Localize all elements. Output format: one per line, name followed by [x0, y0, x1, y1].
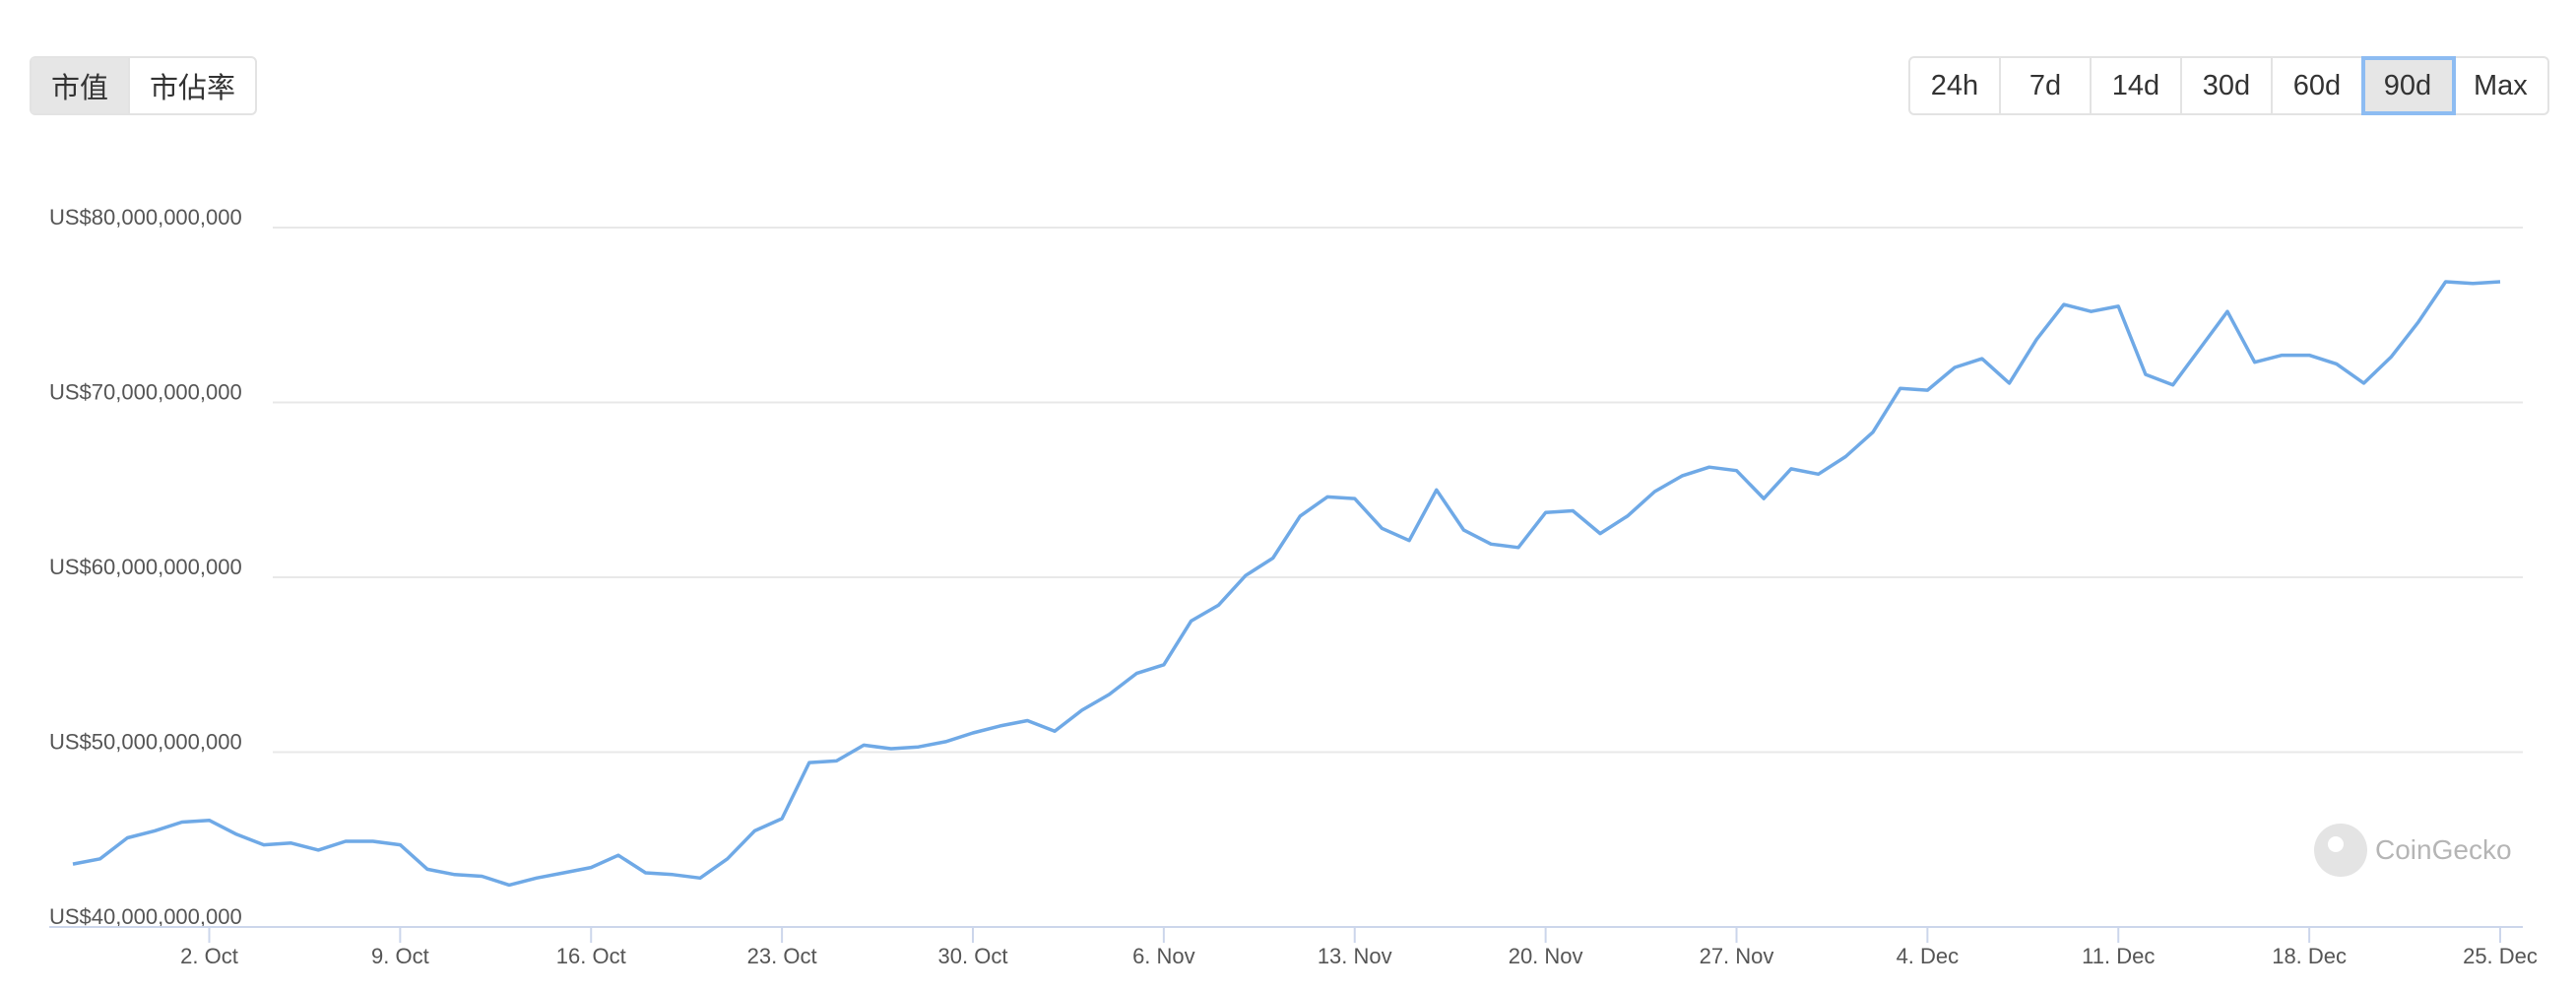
x-tick-label: 4. Dec — [1897, 944, 1960, 968]
x-tick-label: 23. Oct — [747, 944, 817, 968]
y-tick-label: US$60,000,000,000 — [49, 555, 242, 579]
data-line — [72, 280, 2501, 888]
toggle-button[interactable]: 60d — [2273, 58, 2363, 113]
toggle-button[interactable]: Max — [2474, 69, 2528, 101]
toggle-button[interactable]: 90d — [2361, 56, 2456, 115]
x-tick-label: 20. Nov — [1509, 944, 1583, 968]
x-tick-label: 13. Nov — [1318, 944, 1392, 968]
x-tick-label: 25. Dec — [2463, 944, 2538, 968]
y-tick-label: US$40,000,000,000 — [49, 904, 242, 929]
x-tick-label: 18. Dec — [2272, 944, 2347, 968]
x-tick-label: 6. Nov — [1132, 944, 1195, 968]
toggle-button[interactable]: 14d — [2092, 58, 2182, 113]
x-tick-label: 11. Dec — [2082, 944, 2155, 968]
watermark-logo-eye — [2328, 836, 2344, 852]
toggle-button[interactable]: 7d — [2001, 58, 2092, 113]
x-tick-label: 9. Oct — [371, 944, 429, 968]
watermark: CoinGecko — [2314, 824, 2512, 877]
toggle-button[interactable]: 30d — [2182, 58, 2273, 113]
range-toggle: 24h 7d 14d 30d 60d 90d Max — [1908, 56, 2549, 115]
x-tick-label: 30. Oct — [938, 944, 1008, 968]
y-tick-label: US$70,000,000,000 — [49, 380, 242, 405]
watermark-text: CoinGecko — [2375, 834, 2512, 865]
x-tick-label: 2. Oct — [180, 944, 238, 968]
toggle-button[interactable]: 24h — [1910, 58, 2001, 113]
metric-toggle: 市值 市佔率 — [30, 56, 258, 115]
y-tick-label: US$80,000,000,000 — [49, 205, 242, 230]
x-tick-label: 16. Oct — [556, 944, 626, 968]
toggle-button[interactable]: 市佔率 — [150, 73, 236, 104]
toggle-button[interactable]: 市值 — [32, 58, 131, 113]
y-tick-label: US$50,000,000,000 — [49, 730, 242, 755]
x-tick-label: 27. Nov — [1700, 944, 1774, 968]
